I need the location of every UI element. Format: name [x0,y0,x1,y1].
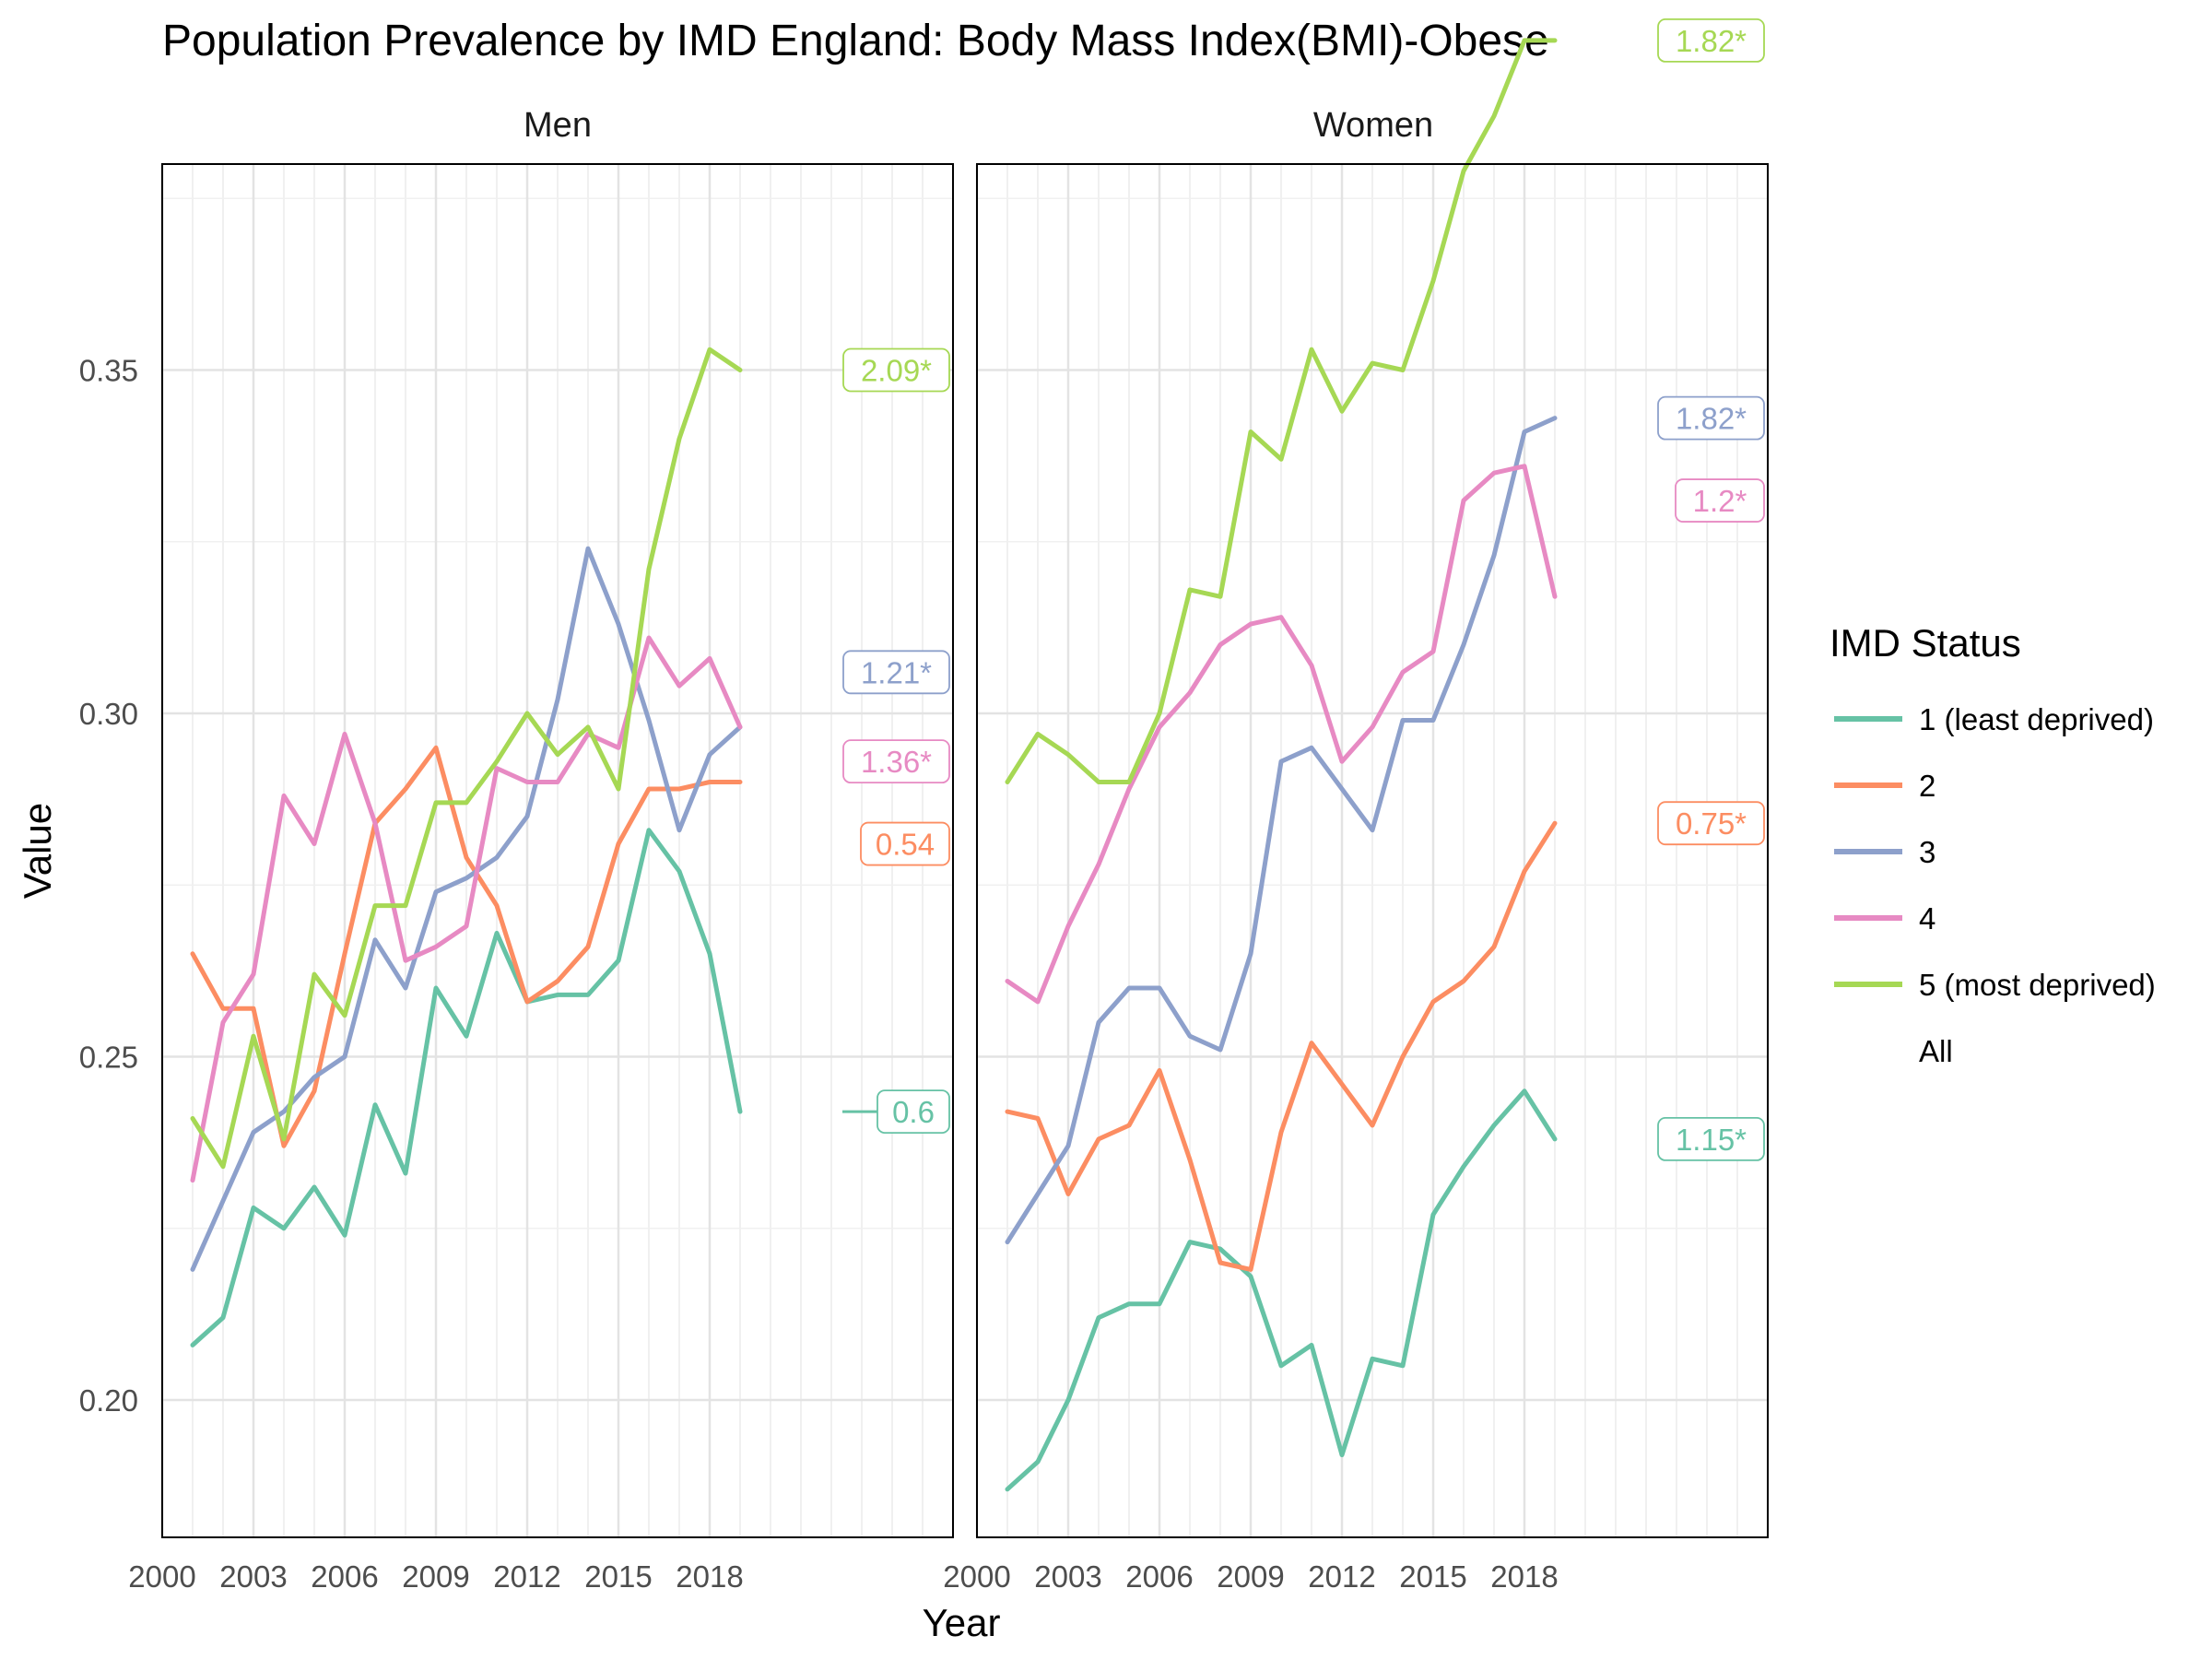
legend-item: 2 [1834,769,1936,803]
annotation-label: 1.15* [1657,1117,1765,1161]
annotation-text: 0.75* [1676,806,1747,841]
x-tick-labels: 2000 2003 2006 2009 2012 2015 2018 [128,1559,743,1594]
legend-item: 4 [1834,901,1936,935]
y-tick-labels: 0.20 0.25 0.30 0.35 [79,354,138,1418]
annotation-text: 2.09* [861,354,932,388]
x-tick-label: 2009 [402,1559,469,1594]
legend-item: 5 (most deprived) [1834,968,2156,1002]
legend-label: 2 [1919,769,1936,803]
annotation-box [842,347,950,393]
annotation-label: 2.09* [842,347,950,393]
series-lines [190,347,743,1347]
x-tick-labels: 2000 2003 2006 2009 2012 2015 2018 [943,1559,1558,1594]
annotation-text: 0.54 [876,828,935,862]
series-line-imd-2 [190,745,743,1148]
x-tick-label: 2012 [1308,1559,1375,1594]
panel-strip-label: Women [1313,106,1433,145]
y-tick-label: 0.35 [79,354,138,388]
y-axis-label: Value [16,803,59,899]
legend-label: 1 (least deprived) [1919,702,2154,736]
y-tick-label: 0.30 [79,697,138,731]
series-line-imd-3 [1005,416,1558,1245]
annotation-label: 0.75* [1657,801,1765,846]
annotation-label: 0.6 [842,1089,950,1134]
y-tick-label: 0.20 [79,1383,138,1418]
series-line-imd-5 [190,347,743,1170]
legend-label: 3 [1919,835,1936,869]
chart-title: Population Prevalence by IMD England: Bo… [162,17,1549,65]
x-tick-label: 2000 [128,1559,195,1594]
panel-women: Women 1.15*0.75*1.82*1.2*1.82* 2000 2003 2… [943,18,1769,1594]
annotation-label: 1.21* [842,650,950,695]
series-line-imd-2 [1005,820,1558,1272]
annotation-box [1675,478,1765,523]
annotation-text: 1.21* [861,655,932,689]
panel-strip-label: Men [524,106,592,145]
panel-men: Men 0.60.541.21*1.36*2.09* 2000 2003 2006 2… [128,106,954,1594]
x-tick-label: 2006 [1125,1559,1193,1594]
x-tick-label: 2003 [219,1559,287,1594]
series-line-imd-4 [1005,464,1558,1005]
annotation-label: 1.82* [1657,18,1765,63]
series-lines [1005,38,1558,1492]
annotation-text: 0.6 [892,1095,935,1129]
legend: IMD Status 1 (least deprived) 2 3 4 5 (most … [1830,621,2156,1068]
x-tick-label: 2018 [676,1559,743,1594]
x-axis-label: Year [923,1601,1001,1644]
x-tick-label: 2000 [943,1559,1010,1594]
annotation-text: 1.15* [1676,1123,1747,1157]
legend-item: 1 (least deprived) [1834,702,2154,736]
annotation-box [842,650,950,695]
legend-label: All [1919,1034,1953,1068]
x-tick-label: 2009 [1217,1559,1284,1594]
panel-border [161,163,954,1538]
annotation-label: 1.2* [1675,478,1765,523]
series-line-imd-5 [1005,38,1558,784]
x-tick-label: 2012 [493,1559,560,1594]
annotation-text: 1.82* [1676,24,1747,58]
series-line-imd-3 [190,546,743,1272]
legend-label: 5 (most deprived) [1919,968,2156,1002]
x-tick-label: 2015 [584,1559,652,1594]
annotation-label: 0.54 [860,821,950,866]
annotations: 0.6 0.54 1.21* 1.36* 2.09* [842,347,950,1134]
annotation-box [860,821,950,866]
series-line-imd-4 [190,635,743,1183]
annotations: 1.15* 0.75* 1.82* 1.2* 1.82* [1657,18,1765,1161]
annotation-text: 1.2* [1693,484,1747,518]
annotation-label: 1.82* [1657,395,1765,441]
y-tick-label: 0.25 [79,1041,138,1075]
annotation-box [1657,1117,1765,1161]
annotation-text: 1.36* [861,745,932,779]
annotation-box [1657,801,1765,846]
annotation-label: 1.36* [842,739,950,784]
annotation-text: 1.82* [1676,402,1747,436]
series-line-imd-1 [1005,1088,1558,1492]
x-tick-label: 2006 [311,1559,378,1594]
legend-title: IMD Status [1830,621,2021,665]
x-tick-label: 2018 [1490,1559,1558,1594]
series-line-imd-1 [190,828,743,1347]
legend-items: 1 (least deprived) 2 3 4 5 (most deprived) Al… [1834,702,2156,1068]
annotation-box [1657,395,1765,441]
legend-item: All [1919,1034,1953,1068]
x-tick-label: 2015 [1399,1559,1466,1594]
annotation-box [1657,18,1765,63]
panel-border [976,163,1769,1538]
legend-item: 3 [1834,835,1936,869]
legend-label: 4 [1919,901,1936,935]
annotation-box [842,739,950,784]
x-tick-label: 2003 [1034,1559,1101,1594]
